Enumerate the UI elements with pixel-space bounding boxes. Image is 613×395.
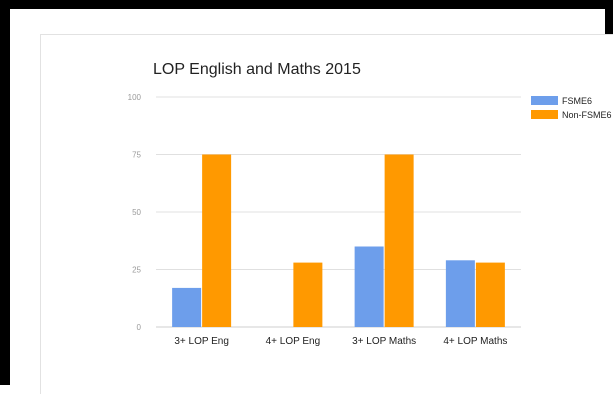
y-tick-label: 50 [132, 208, 141, 217]
x-tick-label: 4+ LOP Eng [266, 336, 321, 347]
legend-swatch [531, 96, 558, 105]
legend-label: FSME6 [562, 96, 592, 106]
y-axis-ticks: 0 25 50 75 100 [128, 93, 142, 332]
y-tick-label: 0 [137, 323, 142, 332]
bar-non-fsme6 [202, 154, 232, 327]
legend-label: Non-FSME6 [562, 110, 612, 120]
bars [172, 154, 505, 327]
x-tick-label: 3+ LOP Maths [352, 336, 416, 347]
bar-fsme6 [445, 260, 475, 327]
y-tick-label: 25 [132, 266, 141, 275]
chart-panel: LOP English and Maths 2015 0 25 50 75 100 3+… [40, 34, 613, 394]
bar-chart: LOP English and Maths 2015 0 25 50 75 100 3+… [128, 61, 612, 347]
legend: FSME6 Non-FSME6 [531, 96, 612, 120]
bar-fsme6 [172, 287, 202, 327]
chart-title: LOP English and Maths 2015 [153, 61, 361, 78]
legend-swatch [531, 110, 558, 119]
bar-non-fsme6 [384, 154, 414, 327]
y-tick-label: 100 [128, 93, 142, 102]
bar-non-fsme6 [475, 262, 505, 327]
bar-non-fsme6 [293, 262, 323, 327]
x-tick-label: 4+ LOP Maths [443, 336, 507, 347]
y-tick-label: 75 [132, 151, 141, 160]
x-axis-ticks: 3+ LOP Eng 4+ LOP Eng 3+ LOP Maths 4+ LOP M… [174, 336, 507, 347]
bar-fsme6 [354, 246, 384, 327]
x-tick-label: 3+ LOP Eng [174, 336, 229, 347]
